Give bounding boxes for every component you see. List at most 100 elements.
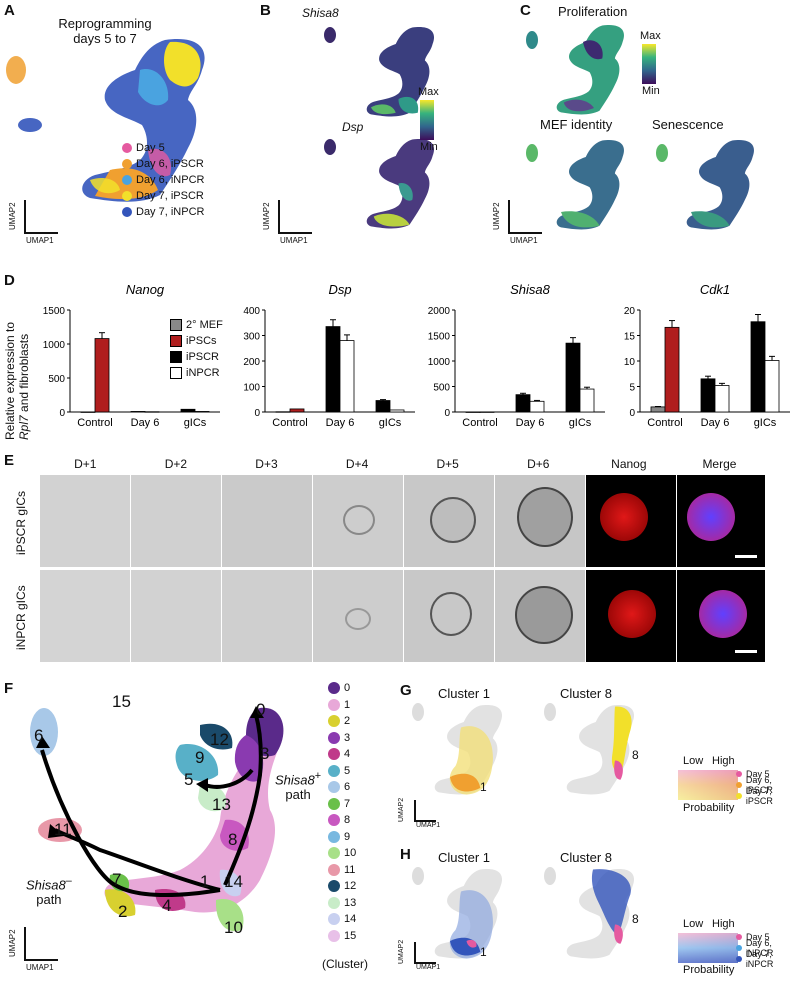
- legend-label: Day 7, iPSCR: [745, 785, 773, 806]
- path-sup: +: [314, 770, 322, 782]
- arrowhead: [250, 706, 264, 718]
- swatch-2mef: [170, 319, 182, 331]
- micrograph-d6: [495, 570, 586, 662]
- map-label: 7: [112, 870, 122, 889]
- cluster-label: 9: [344, 830, 351, 843]
- cluster-legend-item: 0: [328, 680, 356, 697]
- col-header: D+2: [164, 457, 188, 471]
- cluster-dot: [328, 797, 340, 810]
- micrograph-merge: [677, 570, 766, 662]
- col-header: D+1: [74, 457, 97, 471]
- panel-b-umap-axes: UMAP2 UMAP1: [262, 200, 312, 245]
- panel-a-title-line1: Reprogramming: [58, 16, 152, 31]
- arrowhead: [36, 736, 50, 748]
- ylabel-line1: Relative expression to: [3, 321, 17, 440]
- y-tick-label: 10: [624, 357, 636, 368]
- legend-item: Day 7, iNPCR: [736, 949, 800, 969]
- panel-c-title-sen: Senescence: [652, 117, 724, 132]
- panel-d-letter: D: [4, 272, 15, 289]
- legend-label: Day 5: [746, 768, 770, 779]
- path-word: path: [36, 892, 62, 908]
- cluster-dot: [328, 847, 340, 860]
- cluster-legend-item: 9: [328, 829, 356, 846]
- bar: [289, 408, 305, 413]
- map-label: 2: [118, 902, 128, 921]
- map-label: 11: [54, 820, 72, 839]
- cluster-legend-item: 11: [328, 862, 356, 879]
- path-arrow-11: [54, 828, 221, 892]
- cluster-dot: [328, 863, 340, 876]
- micrograph-merge: [677, 475, 766, 567]
- panel-h-num8: 8: [632, 912, 639, 926]
- cluster-dot: [328, 698, 340, 711]
- micrograph-nanog: [586, 570, 677, 662]
- cluster-label: 4: [344, 748, 351, 761]
- dot: [736, 933, 742, 940]
- cluster-dot: [328, 830, 340, 843]
- panel-h-title1: Cluster 1: [438, 850, 491, 865]
- micrograph-d2: [131, 570, 222, 662]
- panel-c-title-prolif: Proliferation: [558, 4, 628, 19]
- cluster-legend-item: 14: [328, 911, 356, 928]
- panel-h-umap-cluster8: [544, 867, 635, 959]
- panel-f-umap-axes: UMAP2 UMAP1: [8, 927, 58, 972]
- map-label: 10: [224, 918, 243, 937]
- axis-label-y: UMAP2: [398, 797, 405, 822]
- bar: [465, 411, 481, 413]
- shisa8-minus-label: Shisa8– path: [26, 875, 72, 907]
- panel-f-map-labels: 0 3 12 9 5 13 8 1 14 10 4 2 7 11 6 15: [20, 690, 310, 950]
- panel-g-title2: Cluster 8: [560, 686, 613, 701]
- bar: [650, 406, 666, 413]
- dot: [736, 792, 742, 799]
- bar: [579, 388, 595, 413]
- legend-item: 2° MEF: [170, 317, 223, 333]
- col-header: Nanog: [611, 457, 647, 471]
- cluster-legend-item: 2: [328, 713, 356, 730]
- swatch-ipscr: [170, 351, 182, 363]
- dot: [736, 770, 742, 777]
- panel-g-title1: Cluster 1: [438, 686, 491, 701]
- cluster-dot: [328, 682, 340, 695]
- x-tick-label: gICs: [569, 417, 592, 429]
- x-tick-label: gICs: [379, 417, 402, 429]
- cluster-dot: [328, 913, 340, 926]
- axis-label-y: UMAP2: [398, 939, 405, 964]
- path-arrow-5: [204, 768, 254, 789]
- legend-label: 2° MEF: [186, 319, 223, 331]
- bar: [94, 338, 110, 413]
- panel-f-umap: [30, 706, 284, 932]
- bar: [180, 408, 196, 413]
- cluster-dot: [328, 814, 340, 827]
- cluster-label: 2: [344, 715, 351, 728]
- chart-title: Dsp: [328, 282, 351, 297]
- legend-label: Day 6, iNPCR: [745, 937, 774, 958]
- panel-g-num8: 8: [632, 748, 639, 762]
- legend-item: Day 7, iNPCR: [122, 204, 204, 220]
- panel-a-umap-axes: UMAP2 UMAP1: [8, 200, 58, 245]
- legend-label: iNPCR: [186, 367, 220, 379]
- axis-label-y: UMAP2: [262, 202, 271, 230]
- legend-label: Day 6, iPSCR: [136, 158, 204, 170]
- cluster-legend-item: 5: [328, 763, 356, 780]
- panel-b-umap-shisa8: [324, 26, 435, 117]
- path-sup: –: [65, 875, 72, 887]
- panel-b-umap-dsp: [324, 138, 435, 229]
- bar: [130, 411, 146, 413]
- y-tick-label: 100: [243, 383, 260, 394]
- map-label: 4: [162, 896, 172, 915]
- y-tick-label: 200: [243, 357, 260, 368]
- x-tick-label: Control: [272, 417, 307, 429]
- cluster-legend-item: 6: [328, 779, 356, 796]
- panel-g-umap-axes: UMAP2 UMAP1: [398, 798, 446, 842]
- legend-label: Day 7, iNPCR: [136, 206, 205, 218]
- panel-h-legend: Day 5 Day 6, iNPCR Day 7, iNPCR: [736, 931, 800, 969]
- swatch-ipscs: [170, 335, 182, 347]
- legend-label: iPSCs: [186, 335, 217, 347]
- bar: [700, 378, 716, 413]
- bar: [144, 411, 160, 413]
- path-arrow-6: [40, 749, 221, 897]
- x-tick-label: Control: [77, 417, 112, 429]
- bar: [714, 385, 730, 413]
- axis-label-x: UMAP1: [416, 822, 441, 829]
